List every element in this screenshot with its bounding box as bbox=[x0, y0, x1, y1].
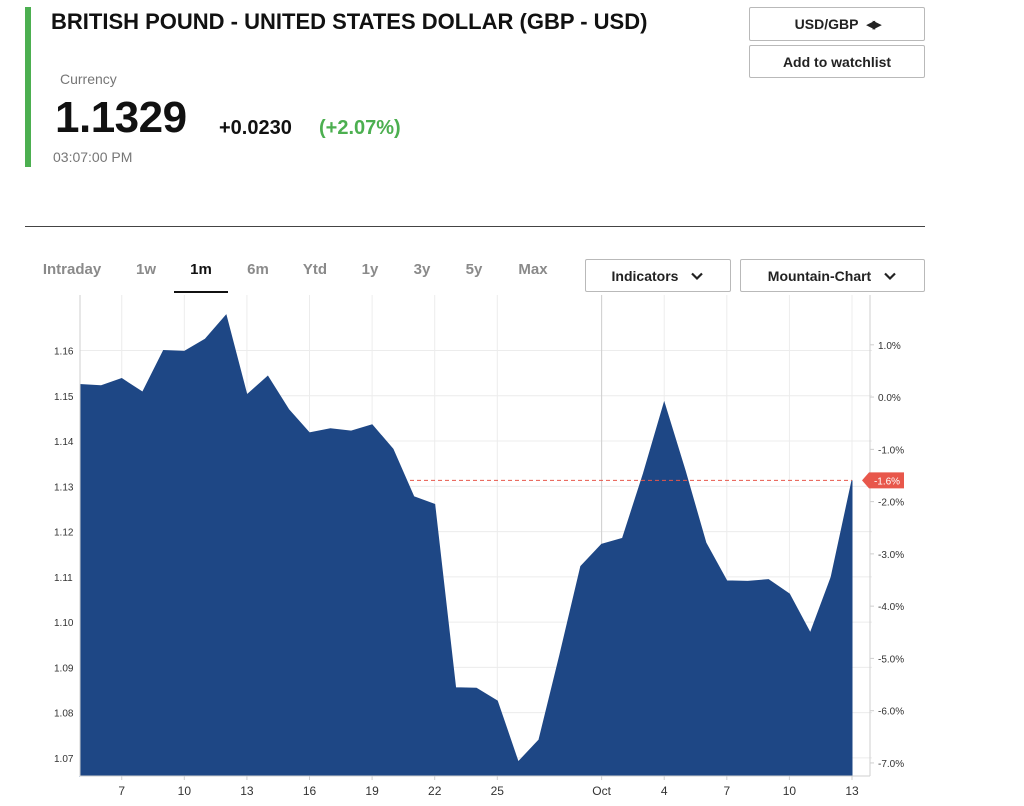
chevron-down-icon bbox=[884, 272, 896, 280]
y-right-tick-label: -3.0% bbox=[878, 550, 904, 561]
asset-class-label: Currency bbox=[60, 71, 117, 87]
y-right-tick-label: -4.0% bbox=[878, 602, 904, 613]
tab-intraday[interactable]: Intraday bbox=[42, 261, 102, 278]
add-to-watchlist-button[interactable]: Add to watchlist bbox=[749, 45, 925, 78]
instrument-title: BRITISH POUND - UNITED STATES DOLLAR (GB… bbox=[51, 9, 648, 34]
tab-1m[interactable]: 1m bbox=[174, 254, 228, 293]
indicators-dropdown[interactable]: Indicators bbox=[585, 259, 731, 292]
x-tick-label: 10 bbox=[783, 784, 797, 798]
currency-toggle-label: USD/GBP bbox=[794, 16, 859, 32]
x-tick-label: 16 bbox=[303, 784, 317, 798]
x-tick-label: 13 bbox=[845, 784, 859, 798]
reference-badge bbox=[862, 472, 904, 489]
price-chart[interactable]: 1.07 1.08 1.09 1.10 1.11 1.12 1.13 1.14 1.15 1.16… bbox=[0, 295, 1024, 806]
accent-bar bbox=[25, 7, 31, 167]
x-tick-label: 10 bbox=[178, 784, 192, 798]
y-right-tick-label: -7.0% bbox=[878, 759, 904, 770]
tab-1y[interactable]: 1y bbox=[361, 261, 379, 278]
quote-time: 03:07:00 PM bbox=[53, 149, 133, 165]
tab-ytd[interactable]: Ytd bbox=[302, 261, 328, 278]
currency-toggle-button[interactable]: USD/GBP ◀▶ bbox=[749, 7, 925, 41]
y-tick-label: 1.11 bbox=[54, 573, 73, 584]
y-right-tick-label: -5.0% bbox=[878, 654, 904, 665]
x-tick-label: 22 bbox=[428, 784, 442, 798]
y-tick-label: 1.14 bbox=[54, 437, 74, 448]
indicators-label: Indicators bbox=[611, 267, 679, 284]
tab-max[interactable]: Max bbox=[518, 261, 548, 278]
price-change-percent: (+2.07%) bbox=[319, 117, 401, 139]
y-tick-label: 1.07 bbox=[54, 754, 74, 765]
x-tick-label: 7 bbox=[118, 784, 125, 798]
x-tick-label: 13 bbox=[240, 784, 254, 798]
x-tick-label: 19 bbox=[365, 784, 379, 798]
x-tick-label: Oct bbox=[592, 784, 611, 798]
last-price: 1.1329 bbox=[55, 93, 187, 142]
chevron-down-icon bbox=[691, 272, 704, 280]
y-tick-label: 1.16 bbox=[54, 347, 74, 358]
chart-type-label: Mountain-Chart bbox=[767, 267, 872, 284]
y-tick-label: 1.12 bbox=[54, 528, 74, 539]
y-right-tick-label: -6.0% bbox=[878, 707, 904, 718]
y-tick-label: 1.13 bbox=[54, 482, 74, 493]
y-right-tick-label: 1.0% bbox=[878, 341, 901, 352]
y-right-tick-label: -1.0% bbox=[878, 445, 904, 456]
y-tick-label: 1.10 bbox=[54, 618, 74, 629]
y-tick-label: 1.08 bbox=[54, 709, 74, 720]
tab-6m[interactable]: 6m bbox=[247, 261, 269, 278]
section-divider bbox=[25, 226, 925, 227]
y-tick-label: 1.15 bbox=[54, 392, 74, 403]
tab-1w[interactable]: 1w bbox=[135, 261, 156, 278]
y-right-tick-label: 0.0% bbox=[878, 393, 901, 404]
y-tick-label: 1.09 bbox=[54, 663, 74, 674]
quote-header: BRITISH POUND - UNITED STATES DOLLAR (GB… bbox=[25, 7, 647, 167]
swap-arrows-icon: ◀▶ bbox=[866, 18, 881, 31]
y-right-tick-label: -2.0% bbox=[878, 498, 904, 509]
price-area bbox=[79, 314, 853, 777]
x-tick-label: 7 bbox=[723, 784, 730, 798]
price-change: +0.0230 bbox=[219, 117, 292, 139]
tab-5y[interactable]: 5y bbox=[465, 261, 483, 278]
reference-badge-label: -1.6% bbox=[874, 476, 900, 487]
x-tick-label: 4 bbox=[661, 784, 668, 798]
chart-type-dropdown[interactable]: Mountain-Chart bbox=[740, 259, 925, 292]
tab-3y[interactable]: 3y bbox=[413, 261, 431, 278]
x-tick-label: 25 bbox=[491, 784, 505, 798]
